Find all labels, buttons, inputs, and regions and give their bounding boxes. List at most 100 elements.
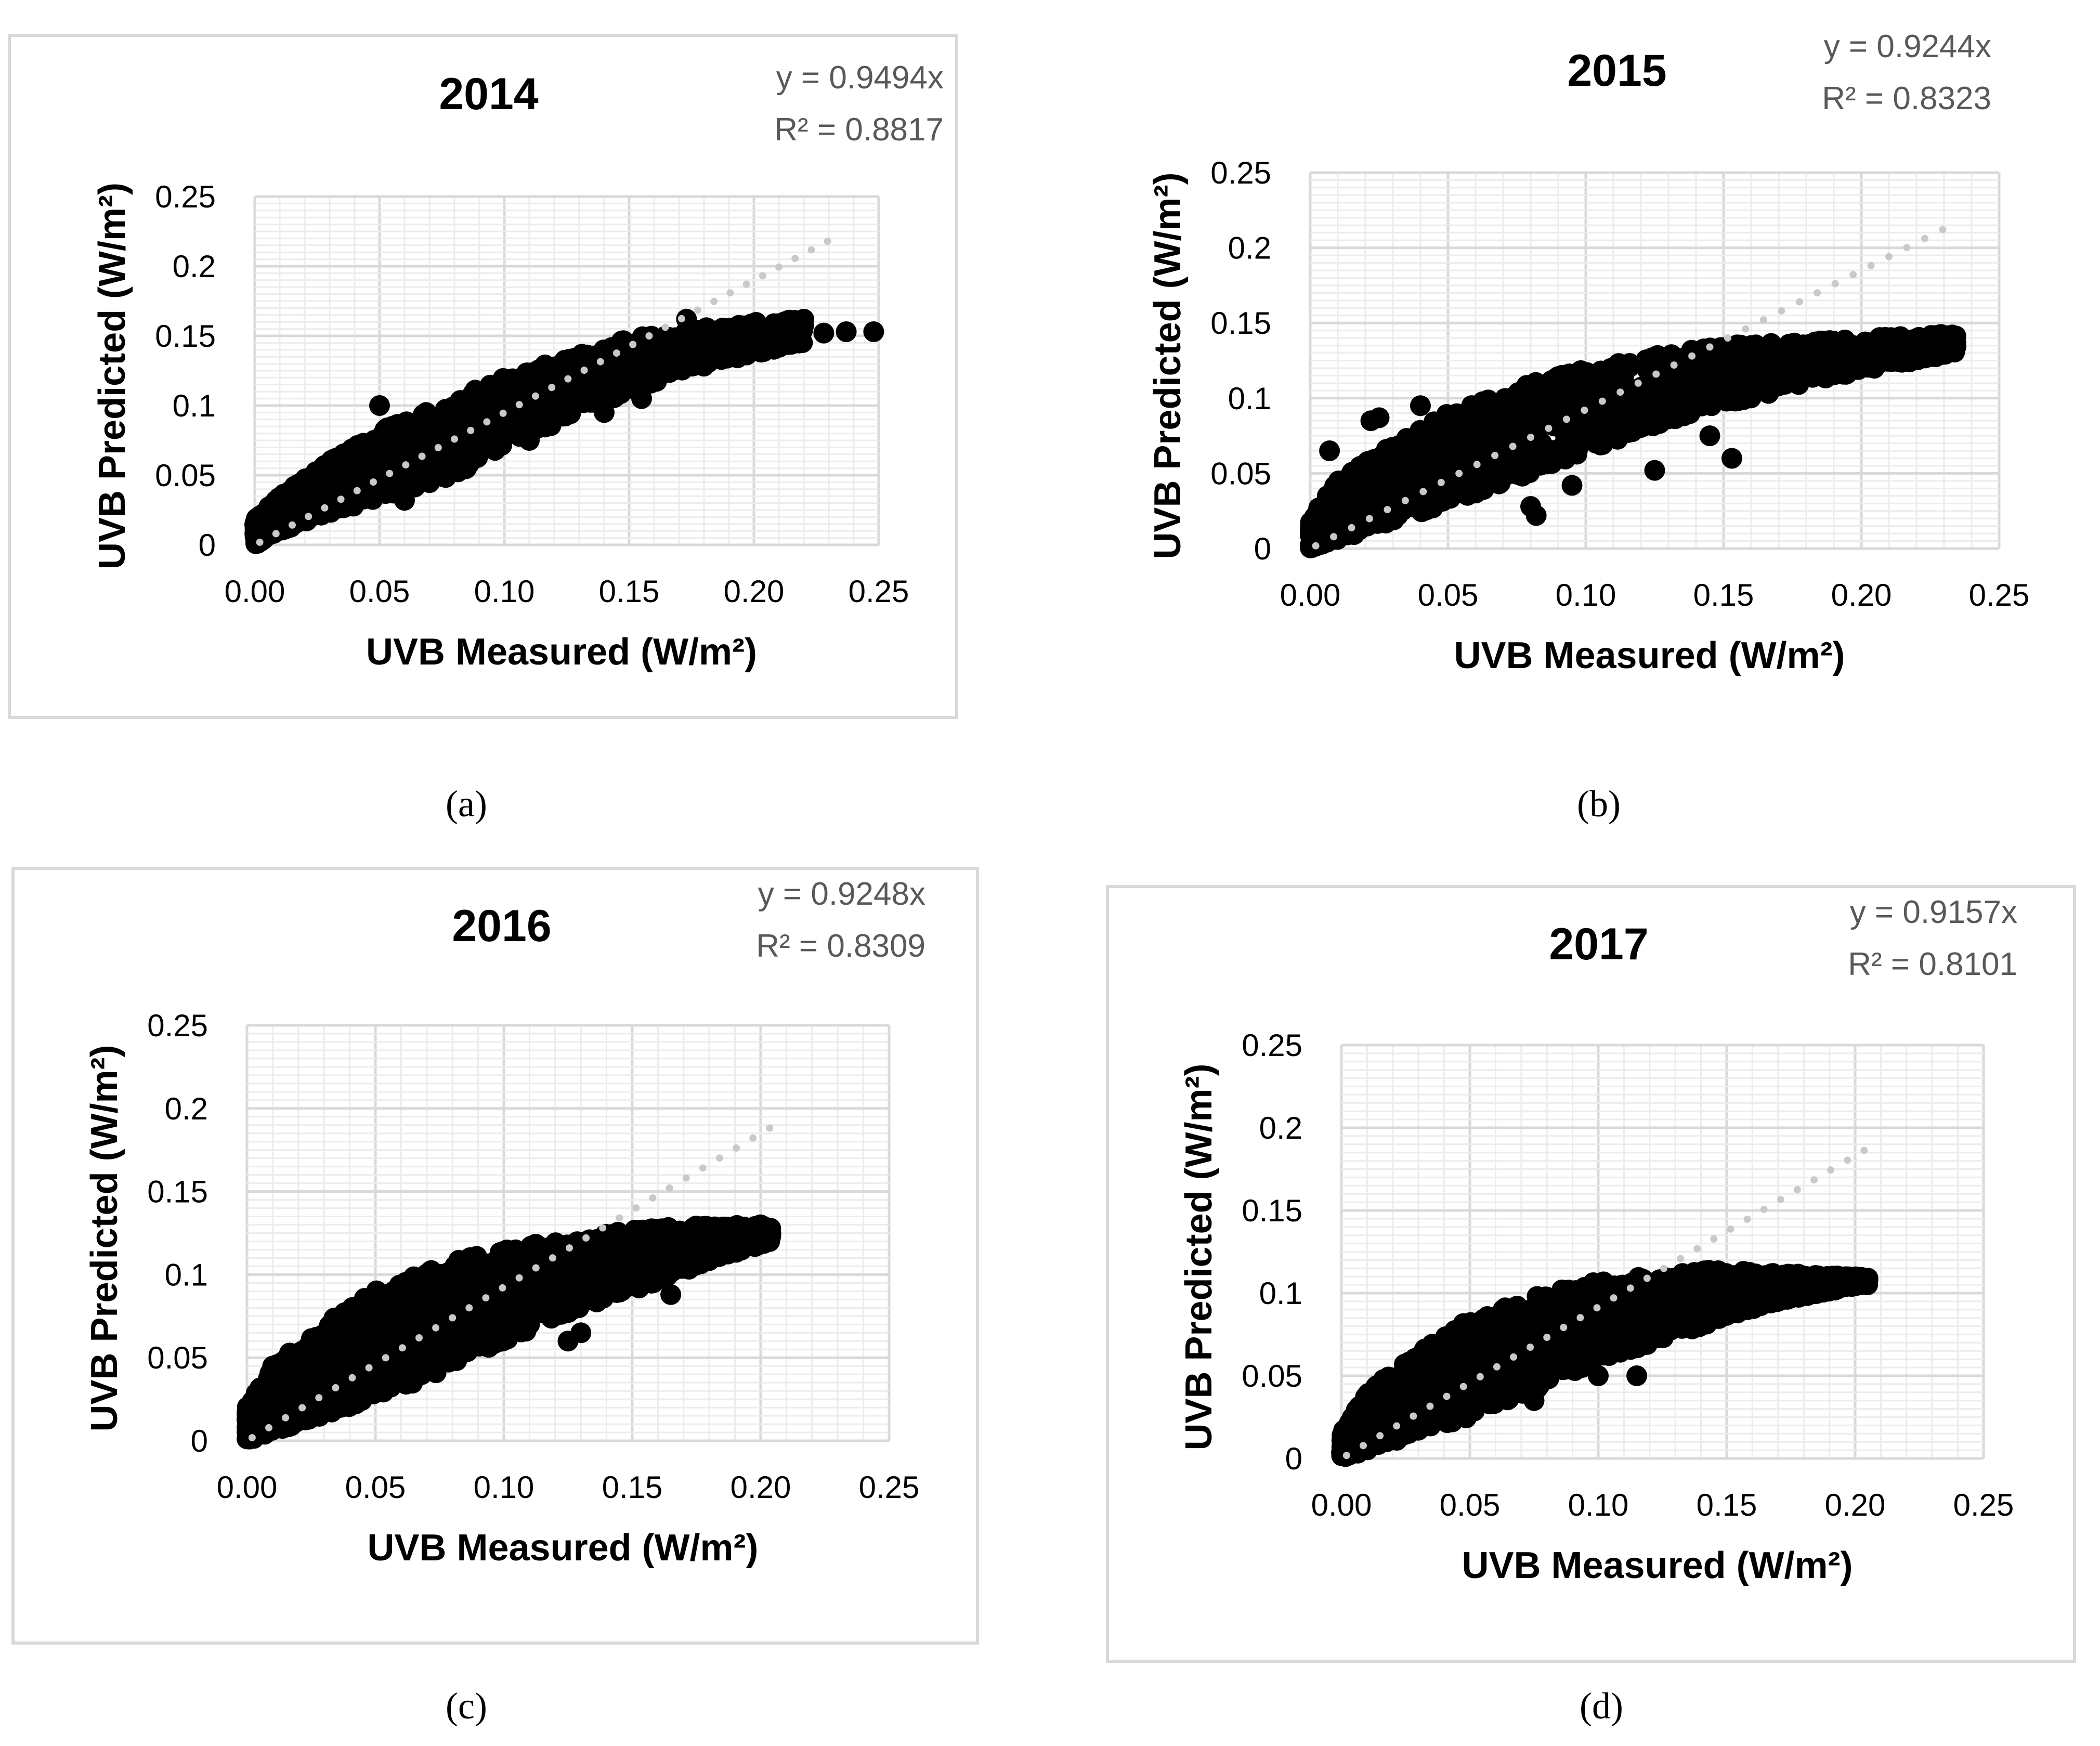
data-point [372, 441, 394, 462]
data-point [607, 1257, 628, 1278]
data-point [676, 308, 697, 330]
trendline-dot [632, 1204, 640, 1212]
data-point [1561, 475, 1583, 496]
data-point [1498, 425, 1519, 446]
data-point [1721, 448, 1742, 469]
trendline-dot [1939, 226, 1947, 233]
data-point [863, 321, 884, 342]
trendline-dot [580, 367, 588, 374]
trendline-dot [499, 409, 507, 417]
trendline-dot [1527, 434, 1534, 441]
trendline-dot [733, 1144, 740, 1152]
trendline-dot [1921, 234, 1928, 242]
data-point [419, 1340, 440, 1362]
trendline-dot [766, 1124, 774, 1132]
data-point [1388, 435, 1410, 456]
data-point [1449, 470, 1469, 491]
data-point [1935, 344, 1956, 365]
trendline-dot [699, 1164, 707, 1172]
data-point [1335, 482, 1356, 503]
trendline [1312, 226, 1947, 550]
x-tick-label: 0.10 [474, 1470, 534, 1505]
data-point [660, 1284, 682, 1305]
chart-frame [8, 34, 958, 719]
chart-c: 0.00 0.05 0.10 0.15 0.20 0.2500.050.10.150.20… [11, 867, 979, 1727]
trendline-dot [596, 358, 604, 366]
data-point [1496, 451, 1518, 472]
data-point [1341, 462, 1363, 483]
data-point [325, 464, 346, 485]
data-point [402, 425, 423, 446]
y-tick-label: 0.15 [155, 319, 216, 354]
y-tick-label: 0.1 [165, 1257, 208, 1292]
trendline-dot [1795, 298, 1803, 306]
data-point [461, 449, 482, 470]
trendline-dot [616, 1214, 623, 1222]
data-point [328, 491, 349, 513]
data-point [1416, 499, 1437, 520]
data-point [471, 1257, 492, 1278]
trendline-dot [1724, 334, 1731, 342]
x-tick-label: 0.15 [602, 1470, 663, 1505]
trendline-dot [515, 1274, 523, 1282]
data-point [388, 1369, 409, 1390]
data-point [1424, 411, 1444, 433]
trendline-dot [256, 538, 264, 546]
y-tick-label: 0.15 [147, 1175, 208, 1209]
trendline-dot [682, 1174, 690, 1182]
data-point [672, 359, 693, 381]
data-point [1918, 331, 1939, 352]
trendline-dot [321, 504, 329, 512]
trendline-dot [415, 1334, 423, 1341]
data-point [1511, 385, 1533, 406]
data-point [1444, 410, 1465, 431]
trendline-dot [613, 349, 620, 357]
data-point [744, 1229, 765, 1250]
data-point [462, 383, 484, 404]
trendline-dot [649, 1194, 657, 1202]
trendline-dot [759, 272, 766, 280]
trendline-dot [566, 1244, 573, 1252]
y-axis-label: UVB Predicted (W/m²) [92, 183, 133, 569]
y-axis-label: UVB Predicted (W/m²) [84, 1045, 125, 1431]
data-point [1727, 389, 1748, 411]
data-point [394, 490, 415, 511]
data-point [519, 1314, 540, 1335]
trendline-dot [749, 1134, 757, 1142]
trendline-dot [465, 1304, 473, 1312]
data-point [1691, 395, 1712, 416]
x-tick-label: 0.15 [599, 574, 660, 609]
data-point [617, 1239, 638, 1260]
data-point [588, 362, 608, 383]
data-point [745, 336, 766, 357]
trendline-dot [666, 1184, 673, 1192]
trendline-dot [499, 1284, 506, 1292]
data-point [417, 409, 438, 430]
data-point [1459, 427, 1480, 448]
trendline-dot [548, 384, 556, 392]
trendline-dot [1867, 262, 1875, 269]
data-point [1367, 469, 1388, 490]
trendline-dot [482, 1294, 490, 1302]
data-point [369, 395, 390, 416]
data-point [1567, 413, 1588, 434]
data-point [1644, 349, 1665, 370]
data-point [519, 430, 540, 451]
trendline-dot [1365, 515, 1373, 523]
trendline-dot [532, 1264, 540, 1272]
data-point [606, 337, 627, 358]
chart-title: 2016 [452, 901, 551, 951]
data-point [1806, 365, 1827, 386]
data-point [310, 1325, 332, 1347]
data-point [1663, 374, 1685, 395]
y-tick-label: 0 [199, 528, 216, 563]
chart-title: 2015 [1567, 46, 1666, 96]
data-point [725, 325, 746, 347]
trendline-dot [775, 263, 782, 271]
data-point [374, 1285, 396, 1306]
panel-caption: (b) [1577, 783, 1621, 825]
trendline-dot [348, 1374, 356, 1382]
data-point [651, 1218, 672, 1240]
trendline-dot [564, 375, 572, 383]
data-point [631, 388, 652, 409]
